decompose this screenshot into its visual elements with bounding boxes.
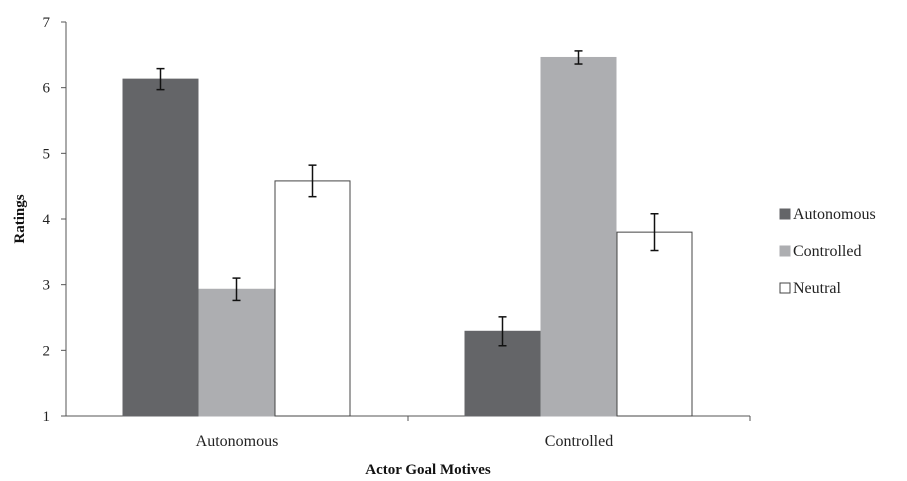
y-tick-label: 2	[43, 343, 51, 359]
bar	[122, 78, 199, 417]
y-tick-label: 1	[43, 409, 51, 425]
legend-label: Neutral	[793, 280, 842, 297]
legend-label: Controlled	[793, 243, 861, 260]
y-axis-ticks: 1 2 3 4 5 6 7	[43, 15, 66, 425]
y-tick-label: 4	[43, 212, 51, 228]
y-tick-label: 5	[43, 146, 51, 162]
legend-swatch	[779, 208, 791, 220]
x-category-label: Autonomous	[196, 433, 279, 450]
legend-item: Autonomous	[779, 206, 876, 223]
bar	[274, 180, 351, 417]
x-axis-title: Actor Goal Motives	[365, 462, 491, 478]
legend-item: Controlled	[779, 243, 861, 260]
error-bar	[650, 212, 659, 252]
x-axis-categories: Autonomous Controlled	[196, 416, 751, 450]
error-bar	[308, 164, 317, 198]
legend: Autonomous Controlled Neutral	[779, 206, 876, 297]
error-bar	[574, 50, 583, 65]
bar	[616, 231, 693, 417]
bars	[122, 56, 693, 417]
y-axis-title: Ratings	[12, 194, 28, 243]
error-bar	[156, 67, 165, 91]
y-tick-label: 7	[43, 15, 51, 31]
x-category-label: Controlled	[545, 433, 613, 450]
y-tick-label: 3	[43, 278, 51, 294]
error-bar	[498, 316, 507, 347]
y-tick-label: 6	[43, 81, 51, 97]
bar	[198, 288, 275, 417]
legend-item: Neutral	[779, 280, 842, 297]
legend-label: Autonomous	[793, 206, 876, 223]
error-bar	[232, 277, 241, 302]
error-bars	[156, 50, 659, 347]
legend-swatch	[779, 245, 791, 257]
legend-swatch	[779, 282, 791, 294]
bar	[540, 56, 617, 417]
